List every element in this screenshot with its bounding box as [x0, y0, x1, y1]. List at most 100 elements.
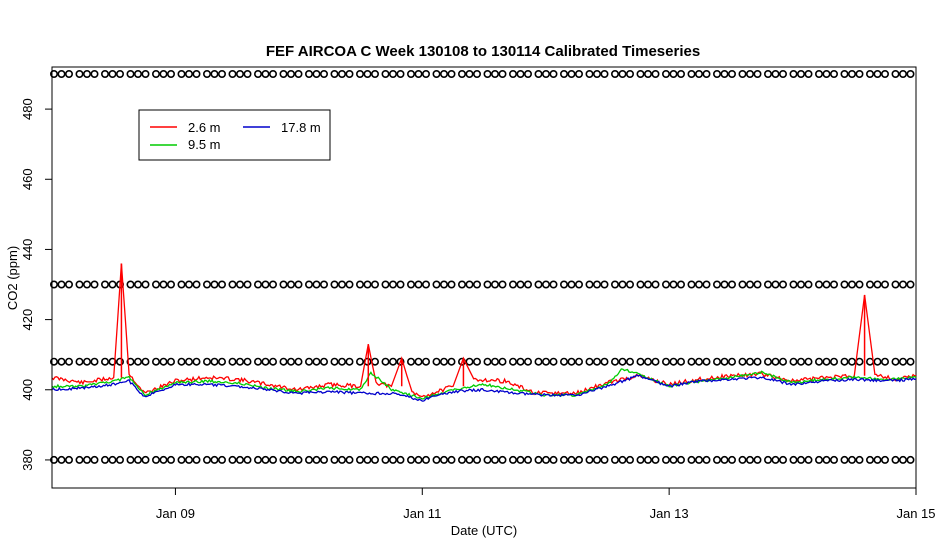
calibration-marker	[203, 357, 212, 366]
calibration-marker	[712, 70, 721, 79]
calibration-marker	[108, 357, 117, 366]
calibration-marker	[261, 280, 270, 289]
calibration-marker	[676, 357, 685, 366]
calibration-marker	[75, 357, 84, 366]
calibration-marker	[167, 455, 176, 464]
calibration-marker	[268, 455, 277, 464]
calibration-marker	[778, 455, 787, 464]
calibration-marker	[855, 280, 864, 289]
calibration-marker	[600, 455, 609, 464]
legend-box	[138, 109, 331, 161]
calibration-marker	[778, 280, 787, 289]
legend-label-2.6m: 2.6 m	[188, 120, 221, 135]
calibration-marker	[559, 70, 568, 79]
calibration-marker	[49, 357, 58, 366]
calibration-marker	[508, 455, 517, 464]
calibration-marker	[508, 70, 517, 79]
calibration-marker	[65, 280, 74, 289]
calibration-marker	[738, 70, 747, 79]
calibration-marker	[592, 70, 601, 79]
calibration-marker	[152, 280, 161, 289]
calibration-marker	[294, 70, 303, 79]
series-lines	[51, 263, 917, 402]
calibration-marker	[101, 70, 110, 79]
y-tick-label: 400	[20, 379, 35, 401]
calibration-marker	[508, 280, 517, 289]
calibration-marker	[661, 357, 670, 366]
calibration-marker	[687, 70, 696, 79]
calibration-marker	[355, 357, 364, 366]
calibration-marker	[574, 357, 583, 366]
calibration-marker	[534, 455, 543, 464]
calibration-marker	[898, 455, 907, 464]
y-tick-label: 420	[20, 309, 35, 331]
calibration-marker	[541, 357, 550, 366]
calibration-marker	[414, 70, 423, 79]
series-line-9.5m	[51, 368, 917, 400]
calibration-marker	[712, 357, 721, 366]
calibration-marker	[218, 455, 227, 464]
y-axis: 380 400 420 440 460 480	[20, 98, 53, 471]
calibration-marker	[228, 280, 237, 289]
calibration-marker	[203, 280, 212, 289]
calibration-marker	[465, 70, 474, 79]
calibration-marker	[218, 357, 227, 366]
calibration-marker	[134, 280, 143, 289]
calibration-marker	[523, 455, 532, 464]
calibration-marker	[567, 455, 576, 464]
calibration-marker	[625, 70, 634, 79]
calibration-marker	[585, 280, 594, 289]
calibration-marker	[771, 280, 780, 289]
calibration-marker	[57, 455, 66, 464]
calibration-marker	[753, 455, 762, 464]
calibration-marker	[814, 280, 823, 289]
y-tick-label: 460	[20, 168, 35, 190]
calibration-marker	[414, 280, 423, 289]
calibration-marker	[651, 70, 660, 79]
calibration-marker	[108, 455, 117, 464]
calibration-marker	[432, 455, 441, 464]
y-tick-label: 380	[20, 449, 35, 471]
calibration-marker	[414, 357, 423, 366]
calibration-marker	[126, 455, 135, 464]
calibration-marker	[600, 357, 609, 366]
x-axis: Jan 09 Jan 11 Jan 13 Jan 15	[156, 487, 936, 521]
calibration-marker	[865, 455, 874, 464]
calibration-marker	[75, 280, 84, 289]
calibration-marker	[396, 280, 405, 289]
calibration-marker	[771, 357, 780, 366]
calibration-marker	[840, 280, 849, 289]
calibration-marker	[159, 357, 168, 366]
calibration-marker	[549, 357, 558, 366]
calibration-marker	[702, 357, 711, 366]
calibration-marker	[330, 70, 339, 79]
calibration-marker	[388, 280, 397, 289]
calibration-marker	[778, 357, 787, 366]
calibration-marker	[847, 280, 856, 289]
calibration-marker	[159, 280, 168, 289]
calibration-marker	[822, 357, 831, 366]
calibration-marker	[720, 357, 729, 366]
calibration-marker	[294, 357, 303, 366]
calibration-marker	[447, 70, 456, 79]
calibration-marker	[210, 357, 219, 366]
calibration-marker	[847, 357, 856, 366]
calibration-marker	[465, 357, 474, 366]
calibration-marker	[483, 70, 492, 79]
calibration-marker	[643, 70, 652, 79]
calibration-marker	[312, 280, 321, 289]
calibration-marker	[319, 70, 328, 79]
calibration-marker	[236, 280, 245, 289]
calibration-marker	[661, 455, 670, 464]
calibration-marker	[687, 357, 696, 366]
calibration-marker	[177, 357, 186, 366]
calibration-marker	[669, 455, 678, 464]
calibration-marker	[330, 357, 339, 366]
calibration-marker	[745, 455, 754, 464]
calibration-marker	[447, 280, 456, 289]
calibration-marker	[789, 357, 798, 366]
calibration-marker	[610, 280, 619, 289]
calibration-marker	[712, 280, 721, 289]
calibration-marker	[457, 455, 466, 464]
